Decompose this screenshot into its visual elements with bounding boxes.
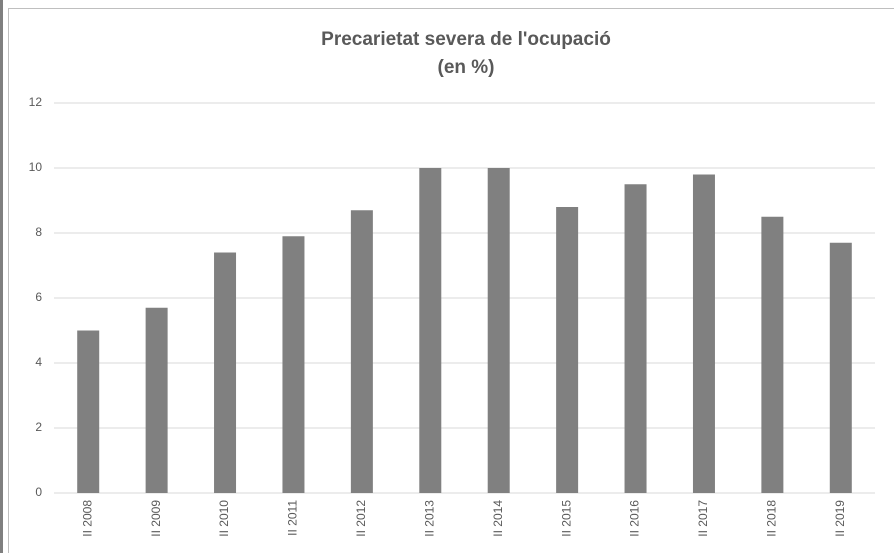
- x-tick-label: II 2017: [696, 500, 710, 537]
- y-tick-label: 8: [35, 225, 42, 239]
- window-edge: [0, 0, 3, 553]
- bar: [624, 184, 647, 493]
- chart-frame: [8, 8, 894, 553]
- bar: [282, 236, 305, 493]
- bar: [77, 330, 100, 493]
- bar: [829, 242, 852, 493]
- bar: [419, 168, 442, 493]
- bar: [761, 216, 784, 493]
- bar: [487, 168, 510, 493]
- x-tick-label: II 2010: [217, 500, 231, 537]
- chart-subtitle: (en %): [438, 57, 495, 78]
- y-tick-label: 2: [35, 420, 42, 434]
- x-tick-label: II 2009: [149, 500, 163, 537]
- x-tick-label: II 2018: [765, 500, 779, 537]
- x-tick-label: II 2016: [628, 500, 642, 537]
- y-tick-label: 10: [29, 160, 43, 174]
- bar: [214, 252, 237, 493]
- bar: [350, 210, 373, 493]
- x-tick-label: II 2015: [559, 500, 573, 537]
- chart-title: Precarietat severa de l'ocupació: [321, 29, 611, 50]
- x-tick-label: II 2011: [286, 500, 300, 536]
- x-tick-label: II 2013: [422, 500, 436, 537]
- x-tick-label: II 2014: [491, 500, 505, 537]
- y-tick-label: 6: [35, 290, 42, 304]
- bar: [145, 307, 168, 493]
- x-tick-label: II 2012: [354, 500, 368, 537]
- bar: [692, 174, 715, 493]
- y-tick-label: 12: [29, 95, 43, 109]
- y-tick-label: 0: [35, 485, 42, 499]
- x-tick-label: II 2008: [80, 500, 94, 537]
- y-tick-label: 4: [35, 355, 42, 369]
- bar: [556, 207, 579, 493]
- x-tick-label: II 2019: [833, 500, 847, 537]
